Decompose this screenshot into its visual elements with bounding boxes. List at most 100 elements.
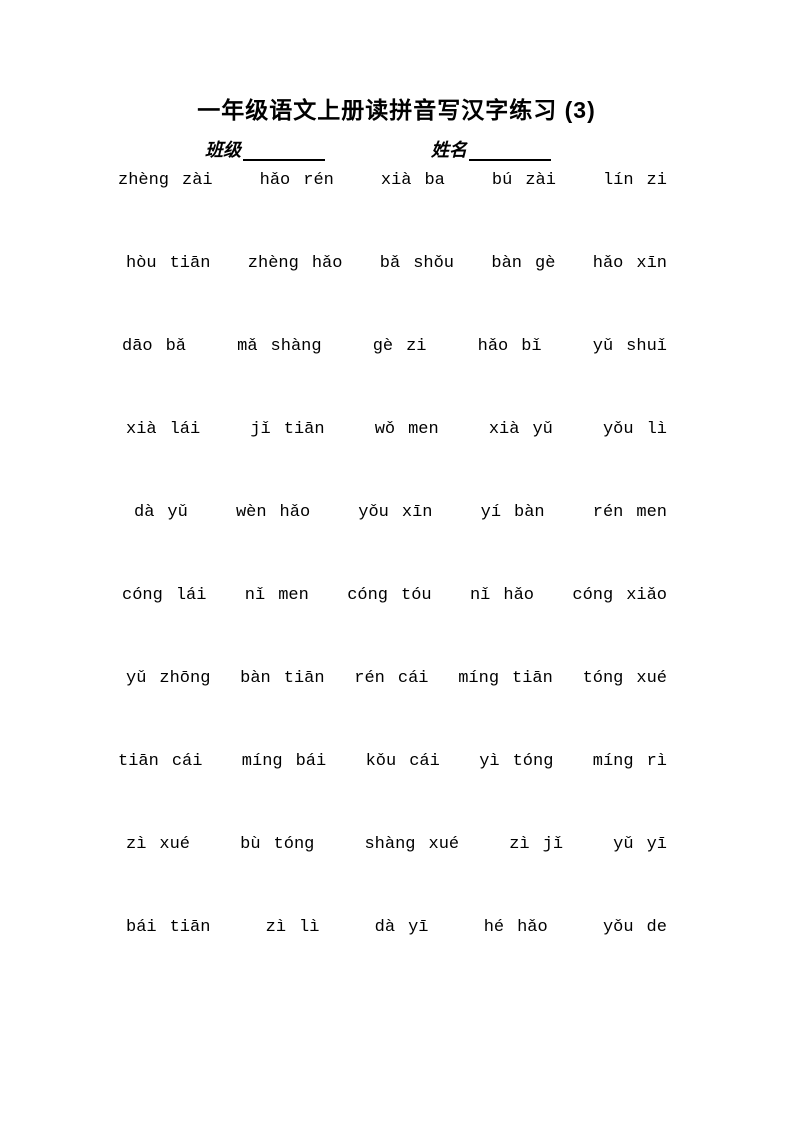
pinyin-syllable: nǐ — [244, 586, 266, 605]
pinyin-syllable: xiǎo — [626, 586, 667, 605]
pinyin-syllable: yǒu — [358, 503, 389, 522]
pinyin-word: yí bàn — [481, 501, 545, 525]
pinyin-syllable: bú — [491, 171, 513, 190]
pinyin-syllable: tóng — [512, 752, 554, 771]
pinyin-word: yǒu xīn — [358, 501, 432, 525]
pinyin-word: bàn tiān — [240, 667, 324, 691]
pinyin-syllable: xià — [380, 171, 412, 190]
pinyin-word: xià lái — [126, 418, 200, 442]
pinyin-syllable: jǐ — [542, 835, 564, 854]
pinyin-word: míng bái — [242, 750, 326, 774]
pinyin-word: tiān cái — [118, 750, 202, 774]
pinyin-syllable: xià — [488, 420, 520, 439]
pinyin-word: yǔ zhōng — [126, 667, 210, 691]
pinyin-syllable: tóu — [401, 586, 432, 605]
pinyin-word: bái tiān — [126, 916, 210, 940]
pinyin-syllable: yǒu — [602, 420, 634, 439]
pinyin-syllable: mǎ — [237, 337, 258, 356]
pinyin-row: yǔ zhōng bàn tiān rén cái míng tiān tóng xué — [118, 667, 667, 750]
pinyin-syllable: rén — [354, 669, 385, 688]
pinyin-word: wǒ men — [375, 418, 439, 442]
pinyin-word: dà yǔ — [134, 501, 188, 525]
pinyin-syllable: xīn — [636, 254, 667, 273]
pinyin-syllable: cái — [397, 669, 429, 688]
pinyin-word: bú zài — [492, 169, 556, 193]
pinyin-syllable: xīn — [401, 503, 433, 522]
pinyin-syllable: zì — [509, 835, 530, 854]
pinyin-word: yǒu lì — [603, 418, 667, 442]
pinyin-syllable: men — [636, 503, 667, 522]
pinyin-syllable: zhōng — [159, 669, 211, 688]
pinyin-syllable: dāo — [122, 337, 153, 356]
pinyin-syllable: tiān — [169, 918, 211, 937]
pinyin-syllable: lì — [646, 420, 667, 439]
pinyin-syllable: cái — [171, 752, 203, 771]
pinyin-syllable: tiān — [169, 254, 211, 273]
pinyin-syllable: shǒu — [413, 254, 455, 273]
pinyin-word: zhèng zài — [118, 169, 213, 193]
pinyin-syllable: dà — [374, 918, 396, 937]
pinyin-word: gè zi — [373, 335, 427, 359]
name-blank-line — [469, 139, 551, 161]
pinyin-syllable: yǔ — [126, 669, 147, 688]
pinyin-word: dà yī — [375, 916, 429, 940]
pinyin-syllable: de — [646, 918, 667, 937]
pinyin-word: dāo bǎ — [122, 335, 186, 359]
pinyin-syllable: cóng — [347, 586, 388, 605]
pinyin-syllable: bái — [126, 918, 157, 937]
pinyin-syllable: bàn — [240, 669, 271, 688]
pinyin-syllable: tiān — [512, 669, 553, 688]
pinyin-word: jǐ tiān — [250, 418, 324, 442]
pinyin-syllable: tóng — [273, 835, 315, 854]
pinyin-syllable: míng — [592, 752, 634, 771]
pinyin-word: rén men — [593, 501, 667, 525]
pinyin-syllable: yǒu — [602, 918, 634, 937]
pinyin-word: yǒu de — [603, 916, 667, 940]
pinyin-word: xià ba — [381, 169, 445, 193]
pinyin-syllable: bǐ — [521, 337, 542, 356]
pinyin-syllable: lái — [169, 420, 201, 439]
pinyin-syllable: shàng — [364, 835, 416, 854]
pinyin-syllable: míng — [241, 752, 283, 771]
pinyin-syllable: bǎ — [379, 254, 401, 273]
name-label: 姓名 — [431, 140, 467, 160]
pinyin-syllable: lì — [299, 918, 320, 937]
pinyin-syllable: zhèng — [247, 254, 299, 273]
pinyin-syllable: wǒ — [374, 420, 396, 439]
pinyin-word: bǎ shǒu — [380, 252, 454, 276]
pinyin-syllable: shuǐ — [626, 337, 667, 356]
pinyin-syllable: hǎo — [517, 918, 548, 937]
pinyin-syllable: rén — [303, 171, 334, 190]
pinyin-syllable: nǐ — [469, 586, 491, 605]
pinyin-syllable: gè — [535, 254, 556, 273]
pinyin-row: dāo bǎ mǎ shàng gè zi hǎo bǐ yǔ shuǐ — [118, 335, 667, 418]
pinyin-syllable: yǔ — [592, 337, 614, 356]
pinyin-word: nǐ hǎo — [470, 584, 534, 608]
pinyin-rows: zhèng zài hǎo rén xià ba bú zài lín zi hòu tiān zhèn… — [0, 169, 793, 999]
pinyin-word: cóng tóu — [347, 584, 431, 608]
pinyin-syllable: xué — [428, 835, 460, 854]
pinyin-row: zhèng zài hǎo rén xià ba bú zài lín zi — [118, 169, 667, 252]
pinyin-syllable: yí — [480, 503, 502, 522]
pinyin-syllable: jǐ — [250, 420, 271, 439]
pinyin-word: wèn hǎo — [236, 501, 310, 525]
pinyin-word: hé hǎo — [484, 916, 548, 940]
pinyin-row: dà yǔ wèn hǎo yǒu xīn yí bàn rén men — [118, 501, 667, 584]
class-field: 班级 — [205, 139, 325, 161]
pinyin-syllable: hǎo — [259, 171, 291, 190]
pinyin-word: yǔ shuǐ — [593, 335, 667, 359]
pinyin-word: shàng xué — [364, 833, 459, 857]
pinyin-syllable: lái — [175, 586, 207, 605]
pinyin-word: bàn gè — [491, 252, 555, 276]
pinyin-row: cóng lái nǐ men cóng tóu nǐ hǎo cóng xiǎo — [118, 584, 667, 667]
pinyin-syllable: rì — [646, 752, 667, 771]
pinyin-word: yì tóng — [479, 750, 553, 774]
class-blank-line — [243, 139, 325, 161]
pinyin-syllable: zì — [265, 918, 287, 937]
pinyin-word: tóng xué — [583, 667, 667, 691]
pinyin-syllable: yǔ — [532, 420, 553, 439]
pinyin-syllable: zi — [646, 171, 667, 190]
pinyin-syllable: zhèng — [118, 171, 170, 190]
pinyin-syllable: hǎo — [477, 337, 509, 356]
